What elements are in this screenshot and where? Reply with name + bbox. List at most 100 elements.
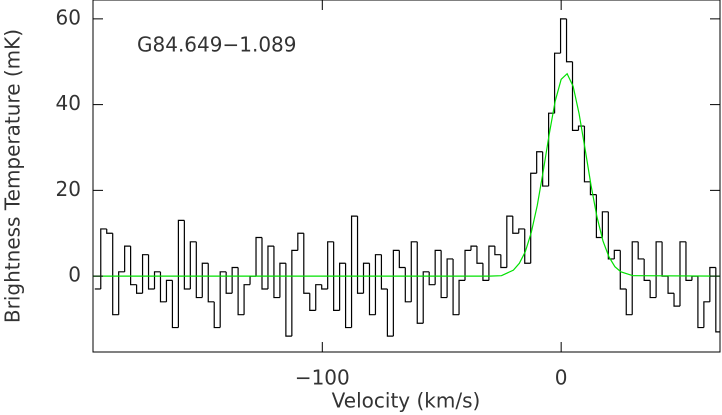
spectrum-channel: [619, 250, 627, 290]
spectrum-channel: [685, 241, 692, 281]
spectrum-channel: [679, 241, 686, 307]
spectrum-channel: [476, 246, 483, 264]
x-axis-title: Velocity (km/s): [332, 389, 481, 413]
spectrum-channel: [464, 249, 471, 281]
spectrum-channel: [577, 125, 585, 131]
spectrum-channel: [189, 241, 197, 289]
spectrum-channel: [422, 271, 430, 324]
spectrum-channel: [249, 275, 257, 285]
spectrum-channel: [649, 280, 657, 299]
spectrum-channel: [601, 211, 609, 238]
spectrum-channel: [297, 232, 304, 251]
spectrum-channel: [703, 301, 710, 328]
spectrum-channel: [655, 241, 663, 298]
spectrum-channel: [201, 262, 209, 298]
spectrum-channel: [697, 276, 704, 329]
spectrum-channel: [130, 246, 137, 286]
spectrum-channel: [350, 215, 358, 328]
annotation: G84.649−1.089: [137, 33, 297, 57]
spectrum-channel: [267, 245, 274, 289]
spectrum-channel: [512, 216, 519, 234]
spectrum-channel: [344, 263, 352, 329]
spectrum-channel: [147, 254, 155, 290]
fit-curve: [93, 72, 720, 277]
spectrum-channel: [691, 275, 698, 281]
spectrum-channel: [273, 246, 280, 299]
plot-area: [93, 18, 720, 337]
spectrum-channel: [542, 151, 549, 187]
spectrum-channel: [518, 228, 525, 234]
spectrum-channel: [380, 254, 388, 290]
spectrum-channel: [339, 262, 346, 311]
spectrum-channel: [416, 241, 424, 324]
spectrum-channel: [141, 254, 149, 294]
spectrum-channel: [177, 219, 185, 328]
spectrum-channel: [279, 262, 286, 298]
spectrum-channel: [219, 271, 227, 328]
spectrum-channel: [392, 249, 400, 337]
y-axis-title: Brightness Temperature (mK): [1, 29, 25, 323]
spectrum-channel: [482, 263, 489, 281]
spectrum-channel: [291, 249, 298, 337]
x-tick-label: −100: [295, 366, 350, 390]
spectrum-channel: [631, 241, 639, 315]
spectrum-channel: [374, 254, 382, 315]
spectrum-channel: [368, 263, 376, 316]
spectrum-channel: [159, 271, 167, 303]
spectrum-channel: [589, 181, 597, 196]
spectrum-channel: [452, 258, 460, 316]
spectrum-channel: [106, 228, 113, 234]
spectrum-channel: [309, 293, 316, 312]
spectrum-channel: [398, 250, 406, 269]
spectrum-channel: [530, 172, 537, 264]
spectrum-channel: [327, 241, 334, 289]
spectrum-channel: [231, 266, 239, 294]
spectrum-channel: [595, 194, 603, 239]
spectrum-channel: [410, 241, 418, 302]
spectrum-channel: [195, 241, 203, 299]
spectrum-channel: [428, 271, 436, 286]
spectrum-channel: [362, 262, 370, 294]
spectrum-channel: [315, 284, 322, 311]
spectrum-channel: [243, 284, 251, 315]
spectrum-channel: [386, 288, 394, 337]
spectrum-channel: [118, 271, 125, 315]
spectrum-channel: [625, 288, 633, 316]
spectrum-channel: [237, 267, 245, 316]
spectrum-channel: [458, 279, 466, 315]
spectrum-channel: [261, 237, 268, 290]
spectrum-channel: [607, 211, 615, 260]
spectrum-channel: [225, 271, 233, 294]
spectrum-channel: [667, 276, 675, 294]
spectrum-channel: [715, 267, 720, 333]
spectrum-channel: [285, 263, 292, 337]
spectrum-channel: [536, 151, 543, 174]
y-tick-label: 60: [56, 5, 81, 29]
spectrum-channel: [506, 215, 513, 268]
spectrum-channel: [333, 241, 340, 312]
spectrum-channel: [165, 279, 173, 302]
spectrum-channel: [434, 249, 442, 285]
spectrum-channel: [171, 280, 179, 329]
spectrum-channel: [404, 267, 412, 303]
spectrum-channel: [637, 241, 645, 260]
spectrum-channel: [207, 263, 215, 303]
spectrum-channel: [613, 249, 621, 259]
spectrum-channel: [643, 258, 651, 281]
spectrum-channel: [124, 245, 131, 272]
spectrum-channel: [553, 52, 561, 114]
spectrum-channel: [500, 254, 507, 269]
spectrum-channel: [255, 236, 262, 277]
spectrum-channel: [470, 245, 477, 251]
spectrum-channel: [153, 271, 161, 289]
spectrum-channel: [559, 18, 567, 54]
y-tick-label: 0: [68, 263, 81, 287]
spectrum-channel: [135, 284, 143, 294]
spectrum-channel: [100, 228, 107, 289]
plot-frame: [92, 0, 721, 353]
spectrum-channel: [673, 293, 680, 307]
spectrum-channel: [183, 220, 191, 290]
x-tick-label: 0: [555, 366, 568, 390]
